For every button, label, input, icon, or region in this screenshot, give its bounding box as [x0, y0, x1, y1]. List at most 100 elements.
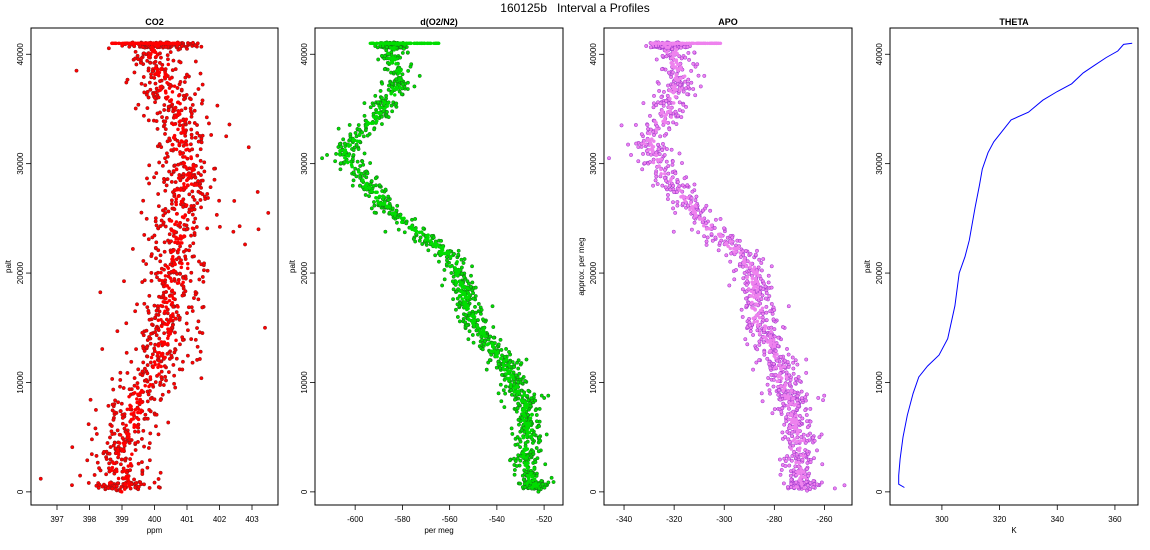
data-point	[187, 248, 192, 253]
data-point	[787, 406, 791, 411]
data-point	[186, 41, 190, 45]
data-point	[413, 41, 417, 45]
data-point	[192, 121, 197, 125]
data-point	[194, 183, 198, 187]
data-point	[203, 197, 208, 202]
data-point	[506, 363, 511, 367]
data-point	[518, 481, 523, 486]
data-point	[158, 253, 163, 258]
data-point	[755, 323, 760, 327]
data-point	[171, 268, 176, 273]
data-point	[434, 245, 438, 249]
data-point	[778, 354, 783, 359]
data-point	[686, 50, 691, 55]
data-point	[681, 102, 686, 107]
data-point	[506, 369, 510, 374]
data-point	[682, 44, 687, 49]
data-point	[191, 195, 195, 199]
data-point	[169, 219, 174, 223]
data-point	[799, 396, 804, 401]
data-point	[147, 389, 152, 393]
data-point	[188, 244, 193, 248]
data-point	[172, 230, 177, 234]
data-point	[155, 275, 159, 280]
data-point	[155, 304, 160, 309]
data-point	[700, 208, 705, 213]
data-point	[389, 41, 394, 45]
data-point	[674, 58, 679, 62]
data-point	[120, 41, 124, 45]
data-point	[412, 84, 417, 89]
data-point	[466, 337, 471, 342]
data-point	[133, 49, 138, 54]
data-point	[148, 60, 153, 65]
data-point	[778, 397, 783, 402]
data-point	[188, 142, 193, 147]
data-point	[516, 358, 521, 363]
data-point	[159, 66, 164, 71]
data-point	[664, 178, 668, 183]
data-point	[196, 87, 201, 91]
data-point	[789, 447, 794, 451]
data-point	[158, 398, 163, 402]
data-point	[673, 210, 678, 215]
data-point	[782, 422, 787, 427]
data-point	[418, 235, 423, 240]
data-point	[789, 425, 793, 430]
data-point	[757, 328, 762, 333]
data-point	[464, 303, 469, 308]
data-point	[516, 380, 521, 385]
data-point	[163, 45, 168, 49]
data-point	[757, 292, 761, 297]
data-point	[170, 142, 175, 147]
data-point	[767, 362, 772, 367]
data-point	[494, 365, 499, 370]
data-point	[189, 127, 194, 132]
data-point	[154, 308, 159, 313]
data-point	[398, 77, 402, 82]
data-point	[166, 57, 170, 62]
data-point	[799, 481, 804, 486]
data-point	[808, 406, 813, 411]
data-point	[108, 445, 113, 449]
y-tick-label: 0	[875, 489, 884, 494]
data-point	[180, 293, 185, 298]
data-point	[473, 304, 477, 309]
data-point	[176, 305, 180, 309]
data-point	[263, 325, 267, 330]
data-point	[756, 265, 761, 270]
data-point	[666, 70, 671, 75]
data-point	[389, 50, 394, 55]
data-point	[636, 145, 641, 149]
data-point	[374, 114, 379, 119]
data-point	[200, 275, 205, 279]
data-point	[377, 194, 382, 199]
data-point	[467, 292, 471, 297]
data-point	[528, 479, 532, 484]
data-point	[804, 357, 809, 362]
data-point	[804, 479, 809, 484]
data-point	[145, 305, 150, 310]
data-point	[498, 337, 503, 342]
data-point	[717, 241, 722, 245]
data-point	[515, 384, 519, 389]
data-point	[462, 257, 467, 262]
data-point	[112, 441, 117, 445]
data-point	[794, 424, 798, 428]
data-point	[442, 277, 447, 282]
data-point	[175, 100, 180, 105]
data-point	[207, 121, 211, 126]
data-point	[217, 198, 222, 203]
data-point	[777, 362, 782, 367]
data-point	[192, 220, 196, 225]
data-point	[119, 490, 124, 494]
data-point	[772, 354, 777, 358]
data-point	[684, 104, 688, 109]
data-point	[205, 191, 210, 196]
data-point	[641, 101, 646, 106]
data-point	[465, 286, 470, 291]
data-point	[158, 79, 162, 84]
data-point	[139, 388, 144, 393]
data-point	[458, 281, 463, 285]
data-point	[178, 46, 183, 51]
